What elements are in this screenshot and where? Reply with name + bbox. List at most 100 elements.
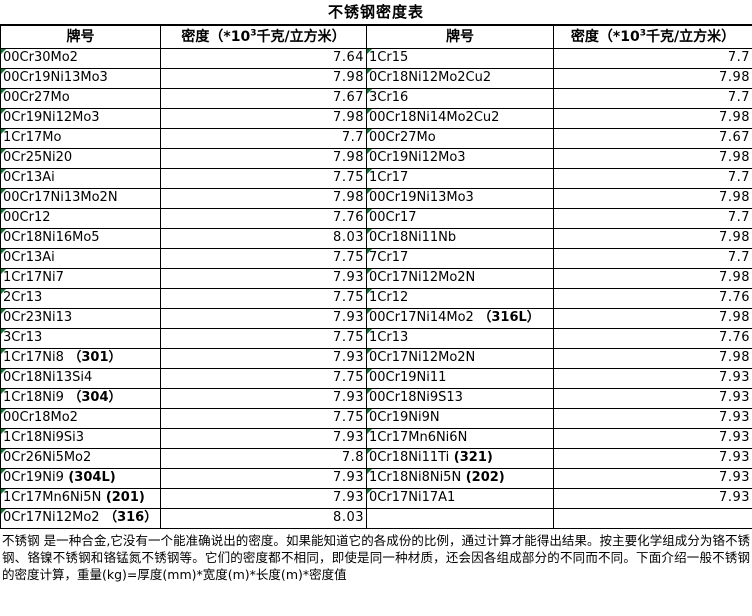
cell-density-right[interactable]: 7.7 <box>553 87 752 109</box>
cell-density-left[interactable]: 7.75 <box>160 167 367 189</box>
cell-density-left[interactable]: 7.93 <box>160 387 367 409</box>
cell-grade-right[interactable]: 3Cr16 <box>366 87 554 109</box>
cell-grade-right[interactable]: 00Cr19Ni13Mo3 <box>366 187 554 209</box>
cell-grade-right[interactable]: 0Cr18Ni11Ti (321) <box>366 447 554 469</box>
cell-density-left[interactable]: 7.93 <box>160 347 367 369</box>
cell-grade-left[interactable]: 0Cr19Ni9 (304L) <box>0 467 161 489</box>
cell-grade-left[interactable]: 00Cr17Ni13Mo2N <box>0 187 161 209</box>
cell-density-right[interactable]: 7.67 <box>553 127 752 149</box>
cell-density-right[interactable]: 7.93 <box>553 427 752 449</box>
cell-density-left[interactable]: 7.75 <box>160 367 367 389</box>
cell-grade-left[interactable]: 0Cr18Ni16Mo5 <box>0 227 161 249</box>
cell-density-right[interactable] <box>553 507 752 529</box>
cell-grade-left[interactable]: 0Cr13Ai <box>0 167 161 189</box>
cell-grade-right[interactable]: 1Cr15 <box>366 47 554 69</box>
cell-density-right[interactable]: 7.76 <box>553 287 752 309</box>
cell-grade-right[interactable]: 00Cr18Ni14Mo2Cu2 <box>366 107 554 129</box>
cell-density-right[interactable]: 7.98 <box>553 307 752 329</box>
cell-density-left[interactable]: 7.75 <box>160 327 367 349</box>
cell-grade-left[interactable]: 1Cr18Ni9Si3 <box>0 427 161 449</box>
cell-density-left[interactable]: 7.64 <box>160 47 367 69</box>
cell-density-right[interactable]: 7.7 <box>553 167 752 189</box>
cell-grade-right[interactable]: 0Cr18Ni12Mo2Cu2 <box>366 67 554 89</box>
cell-grade-right[interactable]: 1Cr12 <box>366 287 554 309</box>
cell-density-left[interactable]: 7.76 <box>160 207 367 229</box>
cell-grade-left[interactable]: 1Cr17Ni8 （301） <box>0 347 161 369</box>
cell-grade-right[interactable]: 00Cr17Ni14Mo2 （316L） <box>366 307 554 329</box>
cell-grade-left[interactable]: 3Cr13 <box>0 327 161 349</box>
cell-density-right[interactable]: 7.98 <box>553 67 752 89</box>
cell-density-right[interactable]: 7.98 <box>553 107 752 129</box>
cell-grade-left[interactable]: 1Cr17Mn6Ni5N (201) <box>0 487 161 509</box>
cell-grade-left[interactable]: 00Cr18Mo2 <box>0 407 161 429</box>
cell-density-right[interactable]: 7.7 <box>553 47 752 69</box>
cell-grade-right[interactable]: 0Cr18Ni11Nb <box>366 227 554 249</box>
cell-density-right[interactable]: 7.98 <box>553 187 752 209</box>
cell-density-left[interactable]: 8.03 <box>160 227 367 249</box>
cell-grade-right[interactable]: 0Cr17Ni12Mo2N <box>366 347 554 369</box>
cell-density-left[interactable]: 7.93 <box>160 427 367 449</box>
cell-density-right[interactable]: 7.7 <box>553 207 752 229</box>
cell-density-right[interactable]: 7.93 <box>553 487 752 509</box>
cell-grade-left[interactable]: 1Cr18Ni9 （304） <box>0 387 161 409</box>
cell-grade-left[interactable]: 1Cr17Mo <box>0 127 161 149</box>
cell-density-right[interactable]: 7.93 <box>553 407 752 429</box>
cell-density-left[interactable]: 7.93 <box>160 307 367 329</box>
cell-grade-right[interactable]: 00Cr18Ni9S13 <box>366 387 554 409</box>
cell-density-left[interactable]: 7.75 <box>160 247 367 269</box>
cell-grade-right[interactable]: 0Cr19Ni12Mo3 <box>366 147 554 169</box>
cell-grade-right[interactable]: 00Cr17 <box>366 207 554 229</box>
cell-grade-left[interactable]: 00Cr19Ni13Mo3 <box>0 67 161 89</box>
cell-density-left[interactable]: 7.98 <box>160 67 367 89</box>
cell-grade-left[interactable]: 0Cr17Ni12Mo2 （316） <box>0 507 161 529</box>
cell-density-right[interactable]: 7.98 <box>553 227 752 249</box>
cell-density-left[interactable]: 7.93 <box>160 487 367 509</box>
cell-density-left[interactable]: 7.98 <box>160 107 367 129</box>
cell-grade-right[interactable] <box>366 507 554 529</box>
cell-density-left[interactable]: 7.98 <box>160 147 367 169</box>
cell-density-right[interactable]: 7.93 <box>553 387 752 409</box>
cell-density-right[interactable]: 7.93 <box>553 447 752 469</box>
cell-grade-left[interactable]: 0Cr25Ni20 <box>0 147 161 169</box>
cell-density-right[interactable]: 7.98 <box>553 347 752 369</box>
cell-density-left[interactable]: 7.75 <box>160 407 367 429</box>
cell-grade-left[interactable]: 00Cr12 <box>0 207 161 229</box>
cell-density-left[interactable]: 7.7 <box>160 127 367 149</box>
cell-density-left[interactable]: 7.8 <box>160 447 367 469</box>
cell-density-right[interactable]: 7.76 <box>553 327 752 349</box>
cell-grade-right[interactable]: 1Cr17 <box>366 167 554 189</box>
cell-grade-left[interactable]: 0Cr26Ni5Mo2 <box>0 447 161 469</box>
grade-text: 1Cr17Ni7 <box>3 270 64 285</box>
cell-grade-left[interactable]: 0Cr13Ai <box>0 247 161 269</box>
cell-density-right[interactable]: 7.93 <box>553 367 752 389</box>
cell-grade-right[interactable]: 00Cr19Ni11 <box>366 367 554 389</box>
cell-grade-right[interactable]: 0Cr19Ni9N <box>366 407 554 429</box>
cell-grade-left[interactable]: 0Cr19Ni12Mo3 <box>0 107 161 129</box>
cell-grade-left[interactable]: 00Cr30Mo2 <box>0 47 161 69</box>
cell-grade-left[interactable]: 2Cr13 <box>0 287 161 309</box>
cell-density-right[interactable]: 7.93 <box>553 467 752 489</box>
cell-grade-left[interactable]: 00Cr27Mo <box>0 87 161 109</box>
cell-grade-right[interactable]: 00Cr27Mo <box>366 127 554 149</box>
table-body: 00Cr30Mo2 7.64 1Cr15 7.7 00Cr19Ni13Mo3 7.98 0C… <box>0 47 752 529</box>
cell-density-left[interactable]: 7.93 <box>160 467 367 489</box>
cell-density-left[interactable]: 7.67 <box>160 87 367 109</box>
cell-grade-right[interactable]: 0Cr17Ni12Mo2N <box>366 267 554 289</box>
grade-text: 0Cr18Ni11Nb <box>369 230 457 245</box>
cell-grade-right[interactable]: 1Cr13 <box>366 327 554 349</box>
cell-density-right[interactable]: 7.98 <box>553 267 752 289</box>
cell-density-left[interactable]: 7.75 <box>160 287 367 309</box>
cell-grade-left[interactable]: 0Cr18Ni13Si4 <box>0 367 161 389</box>
cell-grade-left[interactable]: 0Cr23Ni13 <box>0 307 161 329</box>
grade-text: 0Cr17Ni12Mo2N <box>369 350 476 365</box>
cell-density-left[interactable]: 8.03 <box>160 507 367 529</box>
cell-grade-right[interactable]: 1Cr17Mn6Ni6N <box>366 427 554 449</box>
cell-grade-left[interactable]: 1Cr17Ni7 <box>0 267 161 289</box>
cell-density-right[interactable]: 7.98 <box>553 147 752 169</box>
cell-density-left[interactable]: 7.93 <box>160 267 367 289</box>
cell-density-right[interactable]: 7.7 <box>553 247 752 269</box>
cell-grade-right[interactable]: 1Cr18Ni8Ni5N (202) <box>366 467 554 489</box>
cell-grade-right[interactable]: 7Cr17 <box>366 247 554 269</box>
cell-density-left[interactable]: 7.98 <box>160 187 367 209</box>
cell-grade-right[interactable]: 0Cr17Ni17A1 <box>366 487 554 509</box>
